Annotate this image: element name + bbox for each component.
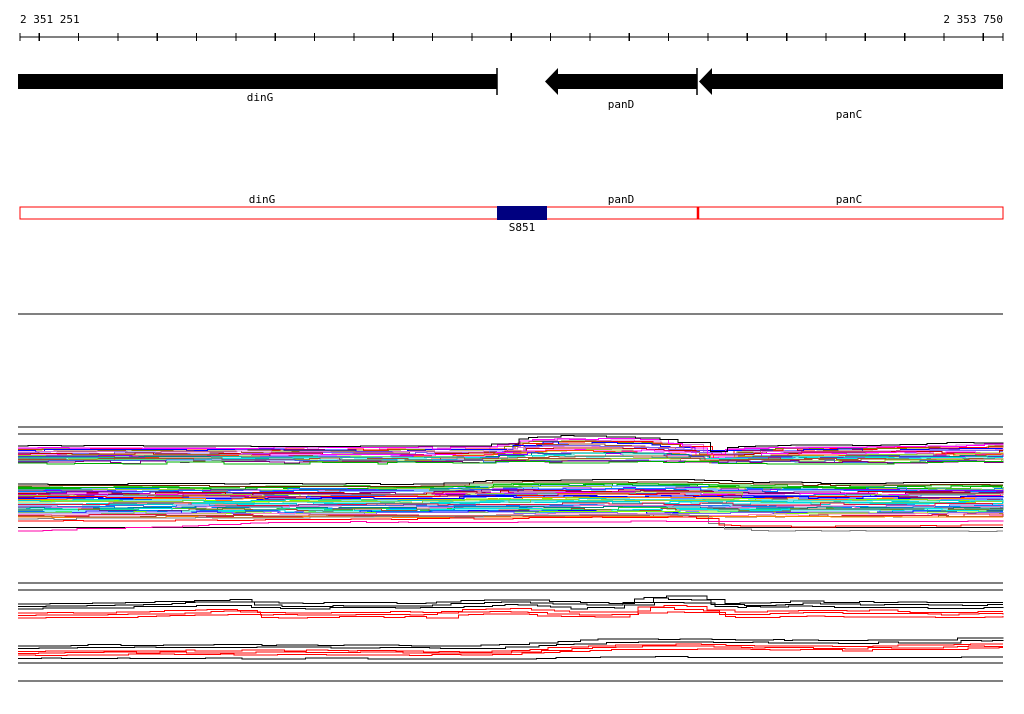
profile-envelope-line (18, 637, 1004, 647)
profile-line (18, 514, 1003, 532)
profile-envelope-line (18, 479, 1004, 485)
gene-end-bar (496, 68, 498, 95)
profile-envelope-line (18, 605, 1003, 614)
profile-line (18, 459, 1003, 464)
gene-panD: panD (545, 68, 698, 111)
profile-line (18, 516, 1003, 528)
gene-arrow-track: dinG panD panC (18, 68, 1003, 121)
profile-line (18, 491, 1004, 498)
profile-line (18, 447, 1003, 456)
profile-envelope-line (18, 597, 1003, 608)
expression-cluster-upper (18, 435, 1004, 465)
gene-label-panC: panC (836, 108, 863, 121)
profile-line (18, 516, 1003, 518)
profile-line (18, 520, 1004, 532)
coverage-lower (18, 637, 1004, 660)
gene-panC: panC (699, 68, 1003, 121)
profile-envelope-line (18, 607, 1004, 616)
ruler-track: 2 351 251 2 353 750 (19, 13, 1004, 41)
profile-envelope-line (18, 611, 1004, 619)
gene-label-panD: panD (608, 98, 635, 111)
profile-envelope-line (18, 601, 1004, 610)
profile-line (18, 486, 1004, 492)
profile-line (18, 460, 1004, 465)
profile-line (18, 496, 1003, 502)
profile-envelope-line (18, 656, 1003, 660)
annotation-label-dinG: dinG (249, 193, 276, 206)
gene-end-bar (696, 68, 698, 95)
feature-box-S851 (497, 206, 547, 220)
profile-envelope-line (18, 595, 1003, 605)
gene-label-dinG: dinG (247, 91, 274, 104)
profile-line (18, 506, 1004, 510)
gene-body (18, 74, 497, 89)
gene-dinG: dinG (18, 68, 498, 104)
profile-envelope-line (18, 481, 1003, 487)
profile-envelope-line (18, 640, 1004, 649)
profile-line (18, 493, 1004, 498)
profile-envelope-line (18, 645, 1003, 654)
coverage-upper (18, 595, 1004, 619)
feature-label-S851: S851 (509, 221, 536, 234)
profile-envelope-line (18, 643, 1003, 653)
annotation-track: dinG panD panC S851 (19, 193, 1004, 234)
axis-end-label: 2 353 750 (943, 13, 1003, 26)
gene-arrowhead (699, 68, 712, 95)
expression-cluster-lower (18, 479, 1004, 532)
profile-line (18, 441, 1003, 453)
annotation-divider (696, 207, 700, 219)
profile-line (18, 484, 1004, 490)
gene-arrowhead (545, 68, 558, 95)
gene-body (712, 74, 1003, 89)
annotation-label-panC: panC (836, 193, 863, 206)
annotation-label-panD: panD (608, 193, 635, 206)
profile-envelope-line (18, 647, 1003, 656)
gene-body (558, 74, 697, 89)
profile-line (18, 511, 1004, 515)
axis-start-label: 2 351 251 (20, 13, 80, 26)
profile-line-bands (18, 435, 1004, 660)
profile-envelope-line (18, 437, 1004, 455)
separator-lines (18, 313, 1003, 682)
profile-line (18, 508, 1003, 513)
ruler-tick-marks (19, 33, 1004, 41)
profile-envelope-line (18, 435, 1004, 453)
